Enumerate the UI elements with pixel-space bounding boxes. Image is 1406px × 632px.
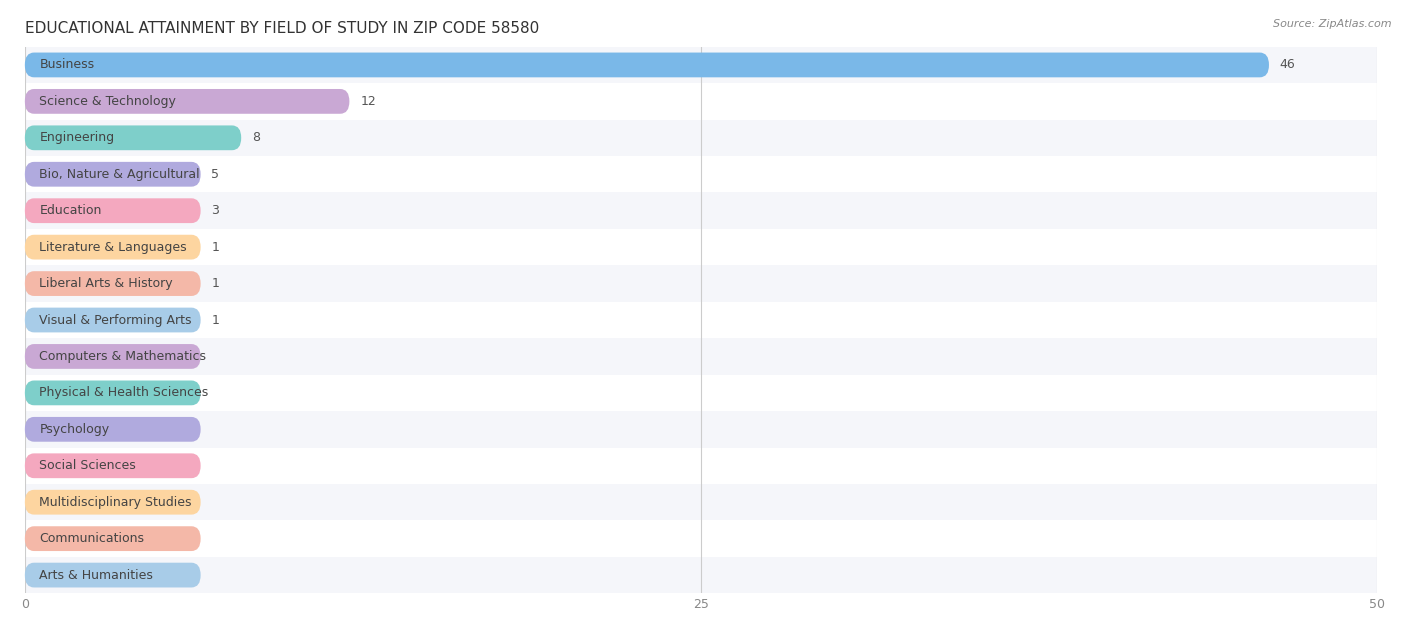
FancyBboxPatch shape xyxy=(0,484,1405,520)
FancyBboxPatch shape xyxy=(0,338,1405,375)
FancyBboxPatch shape xyxy=(25,453,201,478)
Text: Computers & Mathematics: Computers & Mathematics xyxy=(39,350,207,363)
Text: Source: ZipAtlas.com: Source: ZipAtlas.com xyxy=(1274,19,1392,29)
FancyBboxPatch shape xyxy=(0,156,1405,193)
Text: 46: 46 xyxy=(1279,58,1295,71)
Text: Bio, Nature & Agricultural: Bio, Nature & Agricultural xyxy=(39,167,200,181)
FancyBboxPatch shape xyxy=(0,520,1405,557)
FancyBboxPatch shape xyxy=(0,193,1405,229)
FancyBboxPatch shape xyxy=(25,526,201,551)
FancyBboxPatch shape xyxy=(0,557,1405,593)
Text: Arts & Humanities: Arts & Humanities xyxy=(39,569,153,581)
Text: 1: 1 xyxy=(211,313,219,327)
FancyBboxPatch shape xyxy=(0,411,1405,447)
FancyBboxPatch shape xyxy=(25,490,201,514)
Text: 3: 3 xyxy=(211,204,219,217)
FancyBboxPatch shape xyxy=(25,417,201,442)
FancyBboxPatch shape xyxy=(0,447,1405,484)
FancyBboxPatch shape xyxy=(25,271,201,296)
Text: Engineering: Engineering xyxy=(39,131,114,144)
Text: Education: Education xyxy=(39,204,101,217)
Text: 1: 1 xyxy=(211,241,219,253)
Text: Multidisciplinary Studies: Multidisciplinary Studies xyxy=(39,495,193,509)
Text: Physical & Health Sciences: Physical & Health Sciences xyxy=(39,386,208,399)
Text: Visual & Performing Arts: Visual & Performing Arts xyxy=(39,313,193,327)
FancyBboxPatch shape xyxy=(25,125,242,150)
Text: Science & Technology: Science & Technology xyxy=(39,95,176,108)
Text: Literature & Languages: Literature & Languages xyxy=(39,241,187,253)
FancyBboxPatch shape xyxy=(0,375,1405,411)
FancyBboxPatch shape xyxy=(25,344,201,369)
Text: 1: 1 xyxy=(211,277,219,290)
Text: Liberal Arts & History: Liberal Arts & History xyxy=(39,277,173,290)
FancyBboxPatch shape xyxy=(0,265,1405,302)
FancyBboxPatch shape xyxy=(0,302,1405,338)
FancyBboxPatch shape xyxy=(0,229,1405,265)
Text: Communications: Communications xyxy=(39,532,145,545)
FancyBboxPatch shape xyxy=(0,47,1405,83)
FancyBboxPatch shape xyxy=(25,380,201,405)
Text: 5: 5 xyxy=(211,167,219,181)
FancyBboxPatch shape xyxy=(25,234,201,260)
FancyBboxPatch shape xyxy=(25,198,201,223)
Text: EDUCATIONAL ATTAINMENT BY FIELD OF STUDY IN ZIP CODE 58580: EDUCATIONAL ATTAINMENT BY FIELD OF STUDY… xyxy=(25,21,538,36)
Text: 8: 8 xyxy=(252,131,260,144)
FancyBboxPatch shape xyxy=(25,308,201,332)
FancyBboxPatch shape xyxy=(25,162,201,186)
FancyBboxPatch shape xyxy=(25,52,1270,77)
Text: Business: Business xyxy=(39,58,94,71)
Text: Social Sciences: Social Sciences xyxy=(39,459,136,472)
FancyBboxPatch shape xyxy=(25,562,201,588)
FancyBboxPatch shape xyxy=(0,83,1405,119)
Text: Psychology: Psychology xyxy=(39,423,110,436)
Text: 12: 12 xyxy=(360,95,375,108)
FancyBboxPatch shape xyxy=(0,119,1405,156)
FancyBboxPatch shape xyxy=(25,89,350,114)
